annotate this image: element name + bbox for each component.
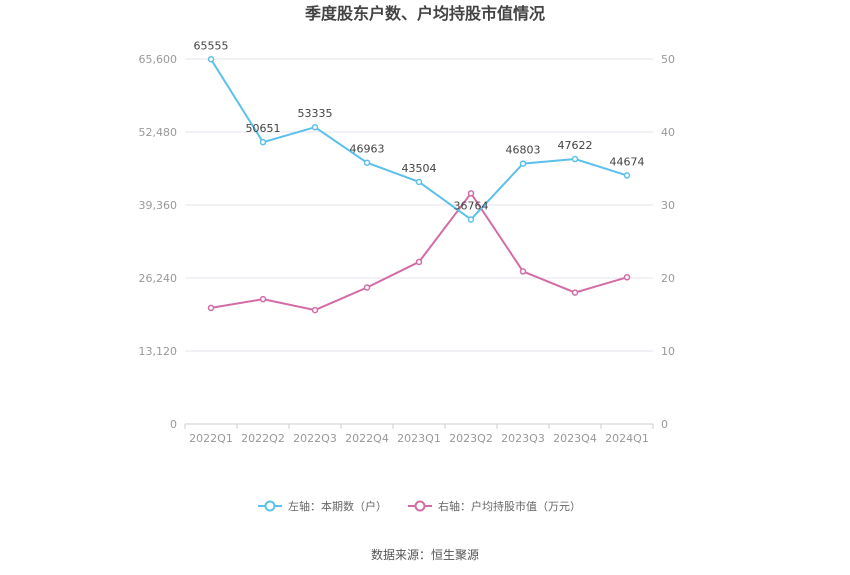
data-point bbox=[519, 268, 527, 275]
data-label: 50651 bbox=[246, 122, 281, 135]
data-point bbox=[363, 159, 371, 166]
legend-marker bbox=[414, 500, 426, 512]
legend-marker bbox=[264, 500, 276, 512]
x-axis: 2022Q1 2022Q2 2022Q3 2022Q4 2023Q1 2023Q2 2023… bbox=[184, 424, 654, 445]
left-tick-label: 39,360 bbox=[139, 199, 178, 212]
data-point bbox=[467, 216, 475, 223]
source-note: 数据来源：恒生聚源 bbox=[371, 547, 479, 562]
right-tick-label: 20 bbox=[661, 272, 675, 285]
series-line bbox=[210, 191, 628, 312]
data-label: 65555 bbox=[194, 39, 229, 52]
data-point bbox=[571, 155, 579, 163]
x-tick-label: 2023Q2 bbox=[449, 432, 493, 445]
legend-label: 右轴：户均持股市值（万元） bbox=[438, 499, 581, 513]
data-point bbox=[519, 160, 527, 167]
left-tick-label: 13,120 bbox=[139, 345, 178, 358]
left-tick-label: 52,480 bbox=[139, 126, 178, 139]
data-label: 53335 bbox=[298, 107, 333, 120]
data-point bbox=[207, 56, 215, 63]
right-axis: 0 10 20 30 40 50 bbox=[661, 53, 675, 431]
x-tick-label: 2022Q4 bbox=[345, 432, 389, 445]
x-tick-label: 2022Q3 bbox=[293, 432, 337, 445]
legend-label: 左轴：本期数（户） bbox=[288, 499, 387, 513]
grid bbox=[185, 58, 653, 425]
right-tick-label: 0 bbox=[661, 418, 668, 431]
x-tick-label: 2023Q4 bbox=[553, 432, 597, 445]
left-tick-label: 26,240 bbox=[139, 272, 178, 285]
x-tick-label: 2022Q1 bbox=[189, 432, 233, 445]
data-label: 44674 bbox=[610, 155, 645, 168]
data-point bbox=[363, 284, 371, 291]
data-point bbox=[311, 123, 319, 131]
left-tick-label: 0 bbox=[170, 418, 177, 431]
data-point bbox=[623, 274, 631, 281]
data-label: 36764 bbox=[454, 199, 489, 212]
data-point bbox=[623, 172, 631, 179]
right-tick-label: 30 bbox=[661, 199, 675, 212]
data-point bbox=[571, 289, 579, 296]
right-tick-label: 40 bbox=[661, 126, 675, 139]
data-point bbox=[415, 258, 423, 266]
legend[interactable]: 左轴：本期数（户） 右轴：户均持股市值（万元） bbox=[258, 499, 581, 513]
x-tick-label: 2023Q1 bbox=[397, 432, 441, 445]
data-labels: 65555 50651 53335 46963 43504 36764 46803 47622… bbox=[194, 39, 645, 212]
series-points bbox=[207, 56, 631, 314]
data-point bbox=[415, 178, 423, 186]
left-tick-label: 65,600 bbox=[139, 53, 178, 66]
data-label: 43504 bbox=[402, 162, 437, 175]
x-tick-label: 2024Q1 bbox=[605, 432, 649, 445]
x-tick-label: 2022Q2 bbox=[241, 432, 285, 445]
data-label: 46963 bbox=[350, 143, 385, 156]
data-point bbox=[259, 138, 267, 146]
left-axis: 0 13,120 26,240 39,360 52,480 65,600 bbox=[139, 53, 178, 431]
data-label: 47622 bbox=[558, 139, 593, 152]
data-point bbox=[259, 295, 267, 303]
right-tick-label: 50 bbox=[661, 53, 675, 66]
right-tick-label: 10 bbox=[661, 345, 675, 358]
data-label: 46803 bbox=[506, 144, 541, 157]
data-point bbox=[311, 306, 319, 314]
chart-title: 季度股东户数、户均持股市值情况 bbox=[304, 4, 545, 23]
data-point bbox=[467, 190, 475, 197]
x-tick-label: 2023Q3 bbox=[501, 432, 545, 445]
data-point bbox=[207, 304, 215, 312]
